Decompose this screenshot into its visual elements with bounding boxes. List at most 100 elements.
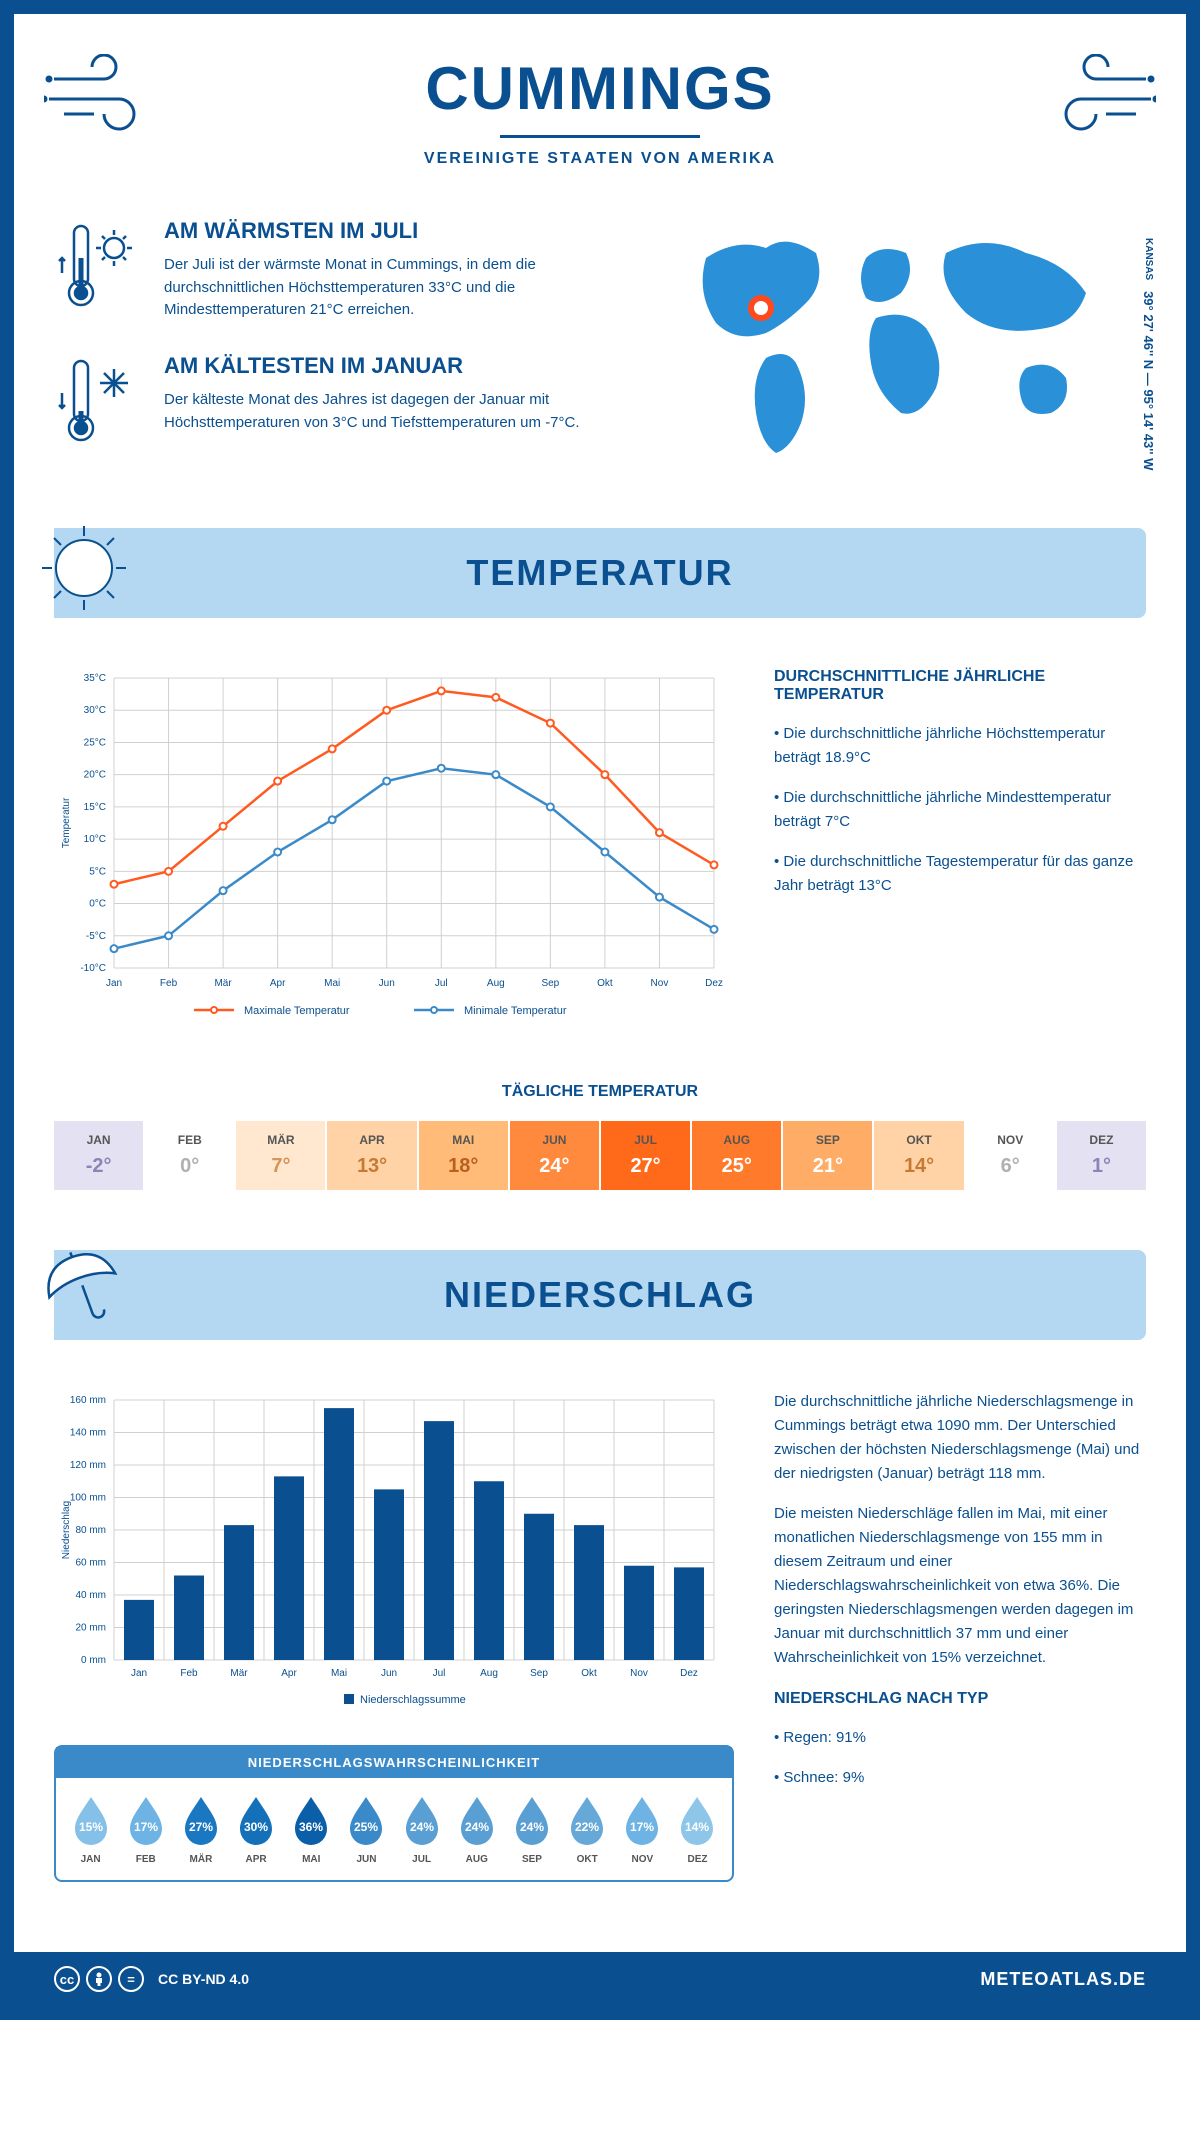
precip-drop: 22%OKT (561, 1793, 614, 1865)
precip-probability-box: NIEDERSCHLAGSWAHRSCHEINLICHKEIT 15%JAN17… (54, 1745, 734, 1882)
temp-info-p3: • Die durchschnittliche Tagestemperatur … (774, 850, 1154, 898)
svg-text:Niederschlag: Niederschlag (61, 1501, 72, 1559)
svg-text:24%: 24% (520, 1820, 544, 1834)
precip-drop: 27%MÄR (174, 1793, 227, 1865)
precip-info: Die durchschnittliche jährliche Niedersc… (774, 1390, 1154, 1882)
precip-drop: 15%JAN (64, 1793, 117, 1865)
site-name: METEOATLAS.DE (980, 1969, 1146, 1990)
temp-cell: JUN24° (510, 1121, 599, 1190)
nd-icon: = (118, 1966, 144, 1992)
coldest-text: Der kälteste Monat des Jahres ist dagege… (164, 389, 626, 434)
daily-temp-table: TÄGLICHE TEMPERATUR JAN-2°FEB0°MÄR7°APR1… (54, 1083, 1146, 1190)
svg-text:Okt: Okt (581, 1668, 597, 1679)
coldest-block: AM KÄLTESTEN IM JANUAR Der kälteste Mona… (54, 353, 626, 458)
precip-drop: 25%JUN (340, 1793, 393, 1865)
temperature-chart: -10°C-5°C0°C5°C10°C15°C20°C25°C30°C35°CJ… (54, 668, 734, 1033)
svg-text:15%: 15% (79, 1820, 103, 1834)
daily-temp-heading: TÄGLICHE TEMPERATUR (54, 1083, 1146, 1101)
precip-drop: 24%JUL (395, 1793, 448, 1865)
precip-section-header: NIEDERSCHLAG (54, 1250, 1146, 1340)
svg-text:Jan: Jan (106, 978, 122, 989)
precip-drop: 14%DEZ (671, 1793, 724, 1865)
svg-text:10°C: 10°C (84, 834, 106, 845)
svg-text:80 mm: 80 mm (75, 1525, 106, 1536)
svg-text:5°C: 5°C (89, 866, 106, 877)
svg-text:140 mm: 140 mm (70, 1428, 106, 1439)
temp-cell: JAN-2° (54, 1121, 143, 1190)
svg-text:Nov: Nov (630, 1668, 648, 1679)
svg-text:20 mm: 20 mm (75, 1623, 106, 1634)
precip-type-rain: • Regen: 91% (774, 1726, 1154, 1750)
svg-text:Feb: Feb (180, 1668, 198, 1679)
temp-section-header: TEMPERATUR (54, 528, 1146, 618)
world-map: KANSAS 39° 27' 46'' N — 95° 14' 43'' W (666, 218, 1146, 488)
temp-cell: MAI18° (419, 1121, 508, 1190)
coords-value: 39° 27' 46'' N — 95° 14' 43'' W (1141, 291, 1156, 470)
svg-text:Temperatur: Temperatur (61, 797, 72, 848)
svg-text:Sep: Sep (541, 978, 559, 989)
svg-text:22%: 22% (575, 1820, 599, 1834)
svg-text:Apr: Apr (281, 1668, 297, 1679)
svg-text:24%: 24% (465, 1820, 489, 1834)
precip-drop: 17%NOV (616, 1793, 669, 1865)
temp-cell: AUG25° (692, 1121, 781, 1190)
temp-info-heading: DURCHSCHNITTLICHE JÄHRLICHE TEMPERATUR (774, 668, 1154, 704)
svg-text:Mär: Mär (230, 1668, 248, 1679)
svg-text:0 mm: 0 mm (81, 1655, 106, 1666)
svg-text:Feb: Feb (160, 978, 178, 989)
precip-drop: 24%SEP (505, 1793, 558, 1865)
svg-text:Aug: Aug (480, 1668, 498, 1679)
svg-text:Apr: Apr (270, 978, 286, 989)
temp-cell: SEP21° (783, 1121, 872, 1190)
svg-text:25°C: 25°C (84, 737, 106, 748)
temp-info-p1: • Die durchschnittliche jährliche Höchst… (774, 722, 1154, 770)
precip-type-snow: • Schnee: 9% (774, 1766, 1154, 1790)
precip-prob-heading: NIEDERSCHLAGSWAHRSCHEINLICHKEIT (56, 1747, 732, 1778)
svg-text:-10°C: -10°C (80, 963, 106, 974)
temp-cell: MÄR7° (236, 1121, 325, 1190)
svg-text:15°C: 15°C (84, 802, 106, 813)
temp-cell: DEZ1° (1057, 1121, 1146, 1190)
svg-text:160 mm: 160 mm (70, 1395, 106, 1406)
warmest-block: AM WÄRMSTEN IM JULI Der Juli ist der wär… (54, 218, 626, 323)
warmest-title: AM WÄRMSTEN IM JULI (164, 218, 626, 244)
footer: cc = CC BY-ND 4.0 METEOATLAS.DE (14, 1952, 1186, 2006)
precip-section-title: NIEDERSCHLAG (94, 1274, 1106, 1316)
temp-info-p2: • Die durchschnittliche jährliche Mindes… (774, 786, 1154, 834)
svg-text:Aug: Aug (487, 978, 505, 989)
cc-license-icons: cc = (54, 1966, 144, 1992)
title-divider (500, 135, 700, 138)
svg-text:24%: 24% (410, 1820, 434, 1834)
svg-text:35°C: 35°C (84, 673, 106, 684)
svg-text:25%: 25% (354, 1820, 378, 1834)
svg-text:20°C: 20°C (84, 770, 106, 781)
svg-text:Jun: Jun (379, 978, 395, 989)
umbrella-icon (34, 1240, 134, 1345)
wind-icon (1036, 54, 1156, 139)
precipitation-chart: 0 mm20 mm40 mm60 mm80 mm100 mm120 mm140 … (54, 1390, 734, 1715)
precip-type-heading: NIEDERSCHLAG NACH TYP (774, 1690, 1154, 1708)
page-subtitle: VEREINIGTE STAATEN VON AMERIKA (34, 150, 1166, 168)
wind-icon (44, 54, 164, 139)
temp-info: DURCHSCHNITTLICHE JÄHRLICHE TEMPERATUR •… (774, 668, 1154, 1033)
by-icon (86, 1966, 112, 1992)
svg-text:Jul: Jul (433, 1668, 446, 1679)
coordinates: KANSAS 39° 27' 46'' N — 95° 14' 43'' W (1141, 238, 1156, 470)
svg-text:Sep: Sep (530, 1668, 548, 1679)
thermometer-hot-icon (54, 218, 144, 323)
svg-text:Dez: Dez (680, 1668, 698, 1679)
precip-info-p1: Die durchschnittliche jährliche Niedersc… (774, 1390, 1154, 1486)
sun-icon (34, 518, 134, 623)
svg-text:Mai: Mai (324, 978, 340, 989)
svg-text:40 mm: 40 mm (75, 1590, 106, 1601)
svg-text:Jun: Jun (381, 1668, 397, 1679)
svg-text:27%: 27% (189, 1820, 213, 1834)
svg-text:30°C: 30°C (84, 705, 106, 716)
svg-text:Minimale Temperatur: Minimale Temperatur (464, 1005, 567, 1017)
temp-cell: NOV6° (966, 1121, 1055, 1190)
precip-drop: 17%FEB (119, 1793, 172, 1865)
region-name: KANSAS (1143, 238, 1154, 280)
svg-text:Jan: Jan (131, 1668, 147, 1679)
svg-text:Niederschlagssumme: Niederschlagssumme (360, 1694, 466, 1706)
temp-cell: APR13° (327, 1121, 416, 1190)
